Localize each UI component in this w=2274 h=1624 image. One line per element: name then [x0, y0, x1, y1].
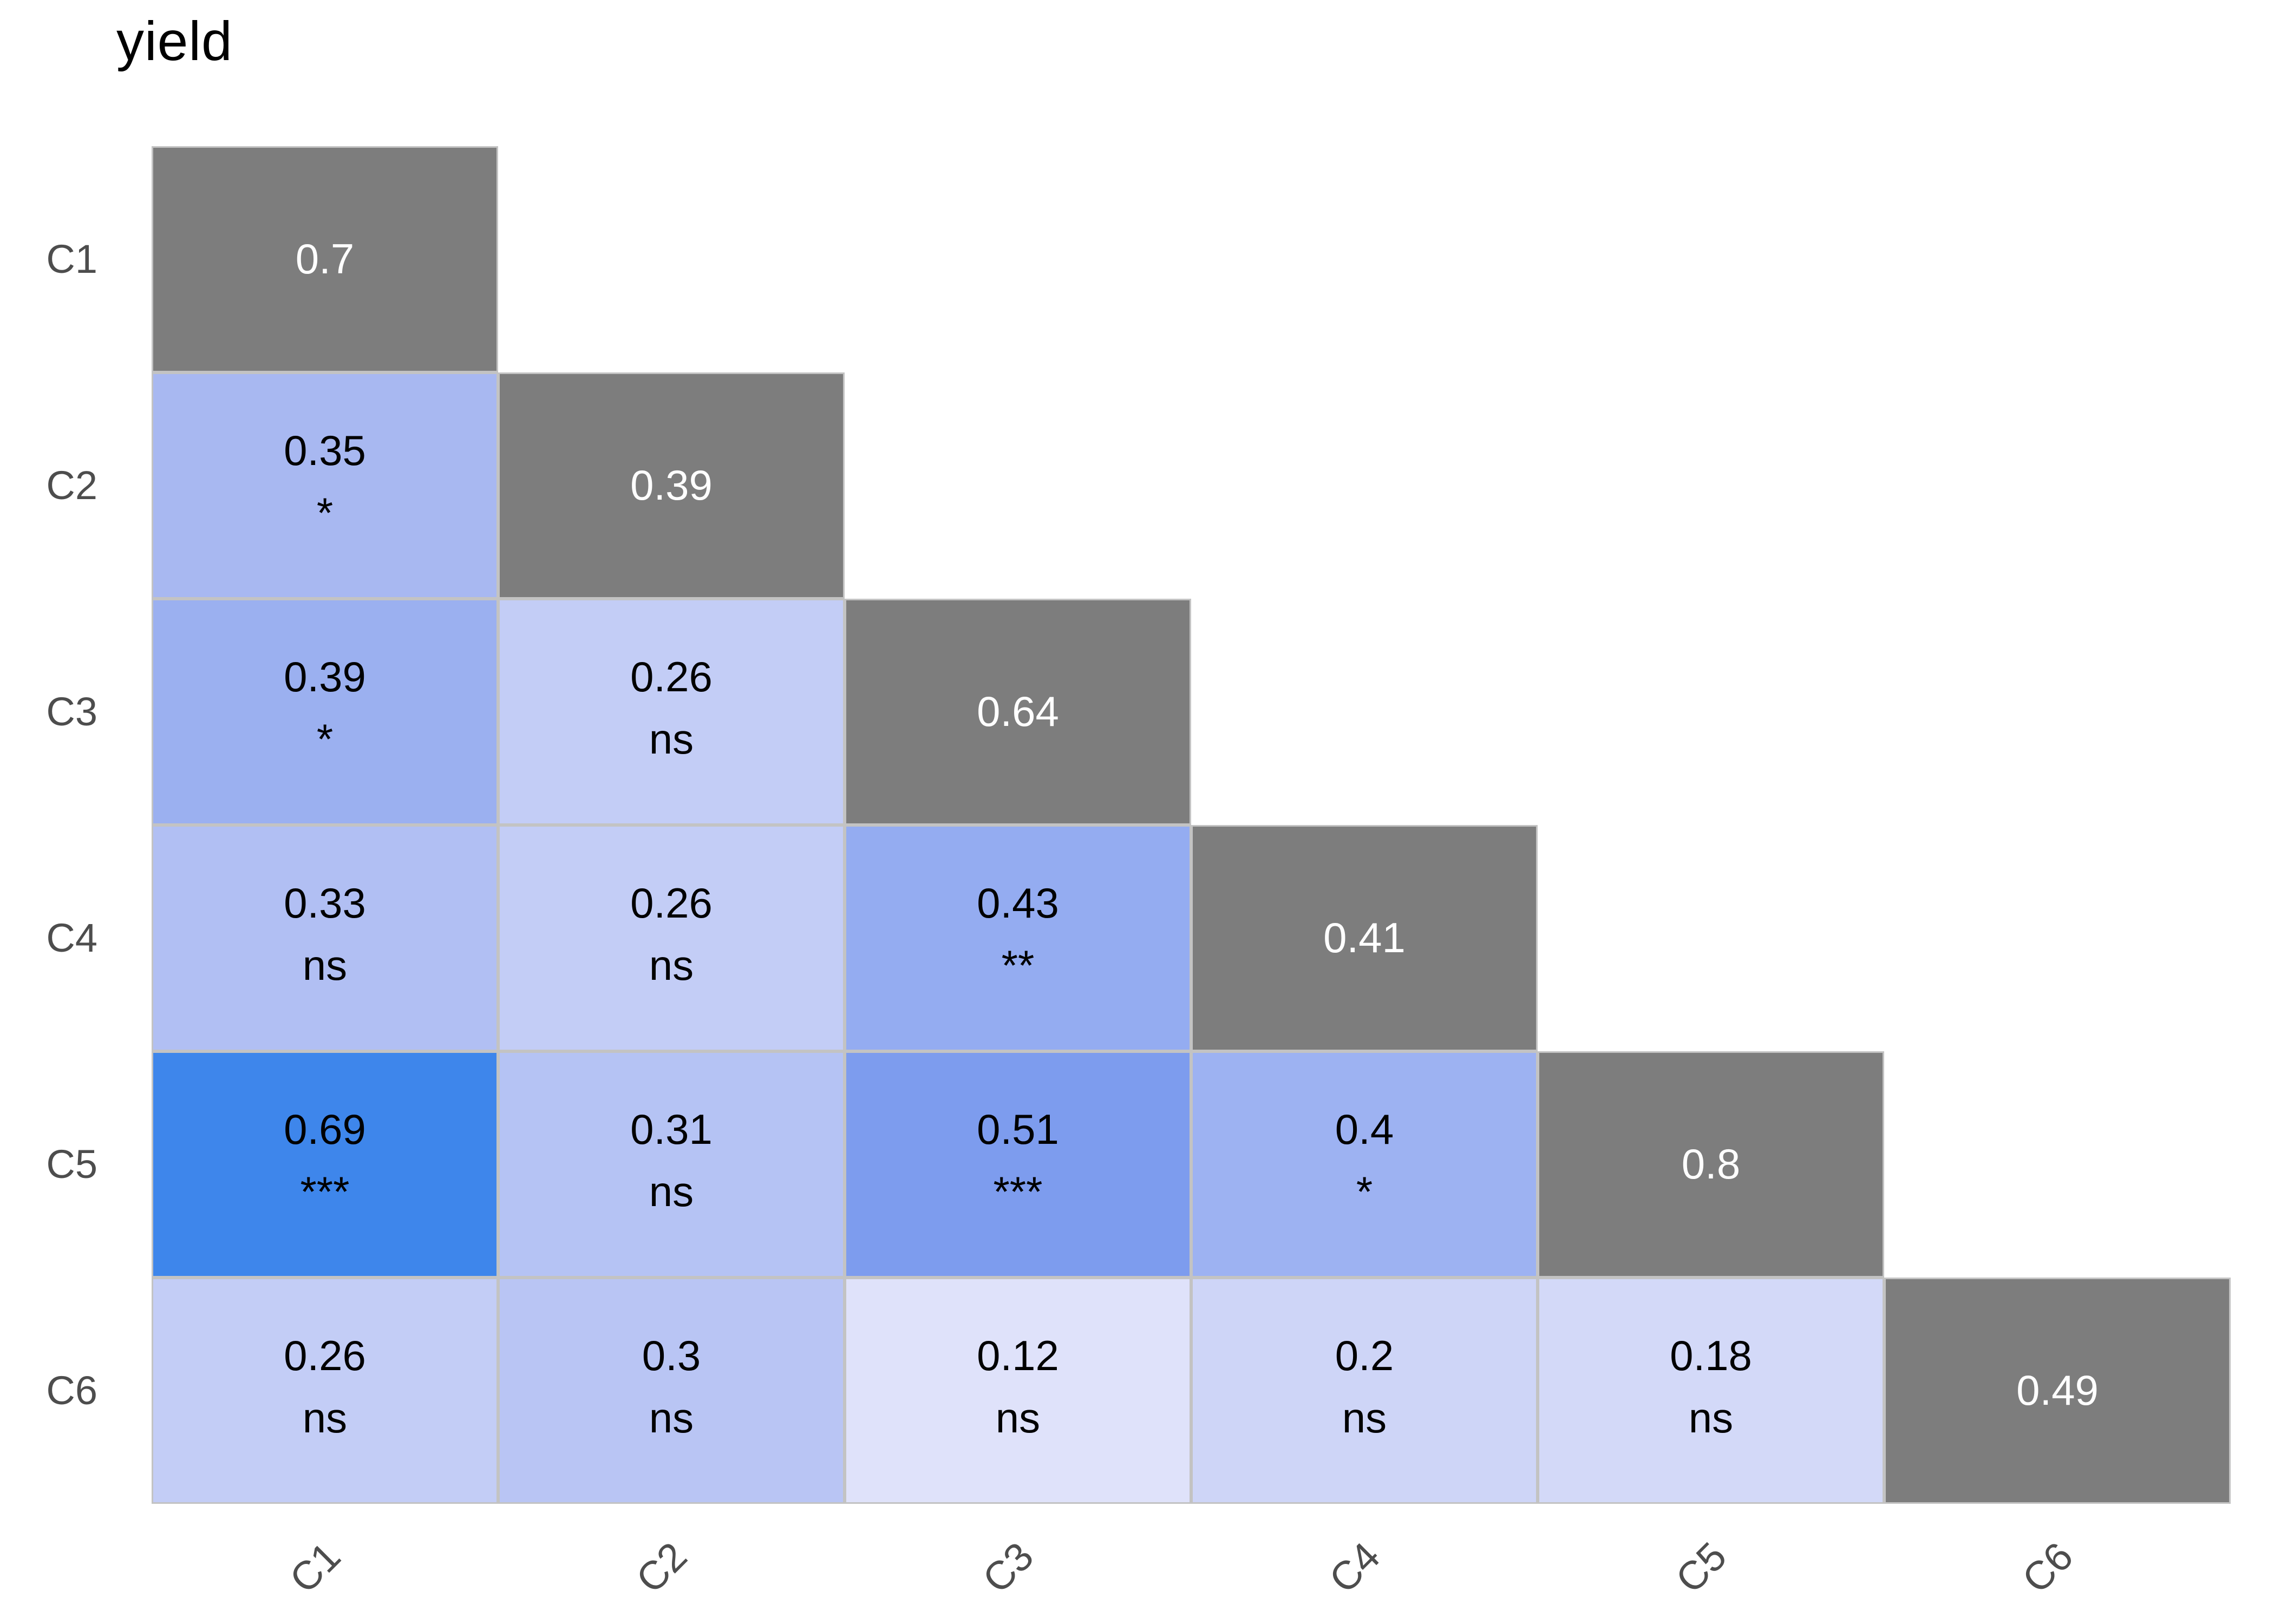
cell-significance-label: ns	[1688, 1394, 1734, 1442]
cell-correlation-value: 0.69	[284, 1105, 366, 1153]
matrix-cell: 0.18 ns	[1538, 1278, 1884, 1504]
cell-correlation-value: 0.35	[284, 426, 366, 474]
y-axis-label: C3	[46, 689, 97, 734]
cell-significance-label: ns	[649, 1394, 694, 1442]
cell-correlation-value: 0.43	[977, 879, 1059, 927]
matrix-diagonal-cell: 0.41	[1191, 825, 1538, 1051]
cell-correlation-value: 0.4	[1335, 1105, 1394, 1153]
diagonal-value: 0.8	[1681, 1140, 1741, 1188]
matrix-cell: 0.26 ns	[498, 825, 845, 1051]
x-axis-label: C4	[1320, 1533, 1389, 1602]
cell-correlation-value: 0.26	[630, 879, 713, 927]
x-axis-label: C3	[973, 1533, 1042, 1602]
diagonal-value: 0.49	[2016, 1366, 2099, 1415]
matrix-diagonal-cell: 0.49	[1884, 1278, 2231, 1504]
matrix-diagonal-cell: 0.8	[1538, 1051, 1884, 1278]
y-axis-label: C1	[46, 237, 97, 281]
y-axis-label: C6	[46, 1368, 97, 1413]
cell-correlation-value: 0.31	[630, 1105, 713, 1153]
matrix-cell: 0.39 *	[152, 599, 498, 825]
diagonal-value: 0.7	[295, 235, 355, 283]
chart-title: yield	[116, 10, 233, 72]
matrix-cell: 0.3 ns	[498, 1278, 845, 1504]
y-axis-label: C2	[46, 463, 97, 508]
cell-correlation-value: 0.18	[1670, 1331, 1752, 1379]
cell-significance-label: ns	[649, 715, 694, 763]
x-axis-label: C1	[280, 1533, 349, 1602]
y-axis-label: C4	[46, 915, 97, 960]
cell-significance-label: *	[316, 489, 334, 537]
matrix-cell: 0.51 ***	[845, 1051, 1191, 1278]
matrix-cell: 0.26 ns	[152, 1278, 498, 1504]
matrix-cell: 0.43 **	[845, 825, 1191, 1051]
cell-correlation-value: 0.3	[642, 1331, 701, 1379]
cell-correlation-value: 0.2	[1335, 1331, 1394, 1379]
x-axis-label: C2	[627, 1533, 696, 1602]
matrix-cell: 0.4 *	[1191, 1051, 1538, 1278]
matrix-cell: 0.35 *	[152, 372, 498, 599]
cell-significance-label: ns	[1342, 1394, 1387, 1442]
y-axis-label: C5	[46, 1142, 97, 1187]
cell-correlation-value: 0.39	[284, 652, 366, 700]
matrix-cell: 0.2 ns	[1191, 1278, 1538, 1504]
matrix-cell: 0.31 ns	[498, 1051, 845, 1278]
diagonal-value: 0.39	[630, 461, 713, 509]
diagonal-value: 0.64	[977, 687, 1059, 736]
matrix-diagonal-cell: 0.64	[845, 599, 1191, 825]
cell-significance-label: ns	[649, 1168, 694, 1216]
cell-significance-label: ns	[302, 1394, 348, 1442]
cell-correlation-value: 0.51	[977, 1105, 1059, 1153]
cell-correlation-value: 0.26	[284, 1331, 366, 1379]
cell-correlation-value: 0.26	[630, 652, 713, 700]
cell-significance-label: ns	[995, 1394, 1041, 1442]
cell-correlation-value: 0.33	[284, 879, 366, 927]
cell-significance-label: ***	[993, 1168, 1043, 1216]
matrix-cell: 0.69 ***	[152, 1051, 498, 1278]
cell-significance-label: ***	[300, 1168, 350, 1216]
diagonal-value: 0.41	[1323, 914, 1406, 962]
matrix-cell: 0.33 ns	[152, 825, 498, 1051]
cell-significance-label: **	[1001, 941, 1035, 990]
matrix-diagonal-cell: 0.39	[498, 372, 845, 599]
cell-significance-label: ns	[649, 941, 694, 990]
cell-correlation-value: 0.12	[977, 1331, 1059, 1379]
x-axis-label: C5	[1667, 1533, 1735, 1602]
cell-significance-label: ns	[302, 941, 348, 990]
matrix-cell: 0.26 ns	[498, 599, 845, 825]
x-axis-label: C6	[2013, 1533, 2082, 1602]
matrix-diagonal-cell: 0.7	[152, 146, 498, 372]
cell-significance-label: *	[316, 715, 334, 763]
cell-significance-label: *	[1356, 1168, 1373, 1216]
matrix-cell: 0.12 ns	[845, 1278, 1191, 1504]
